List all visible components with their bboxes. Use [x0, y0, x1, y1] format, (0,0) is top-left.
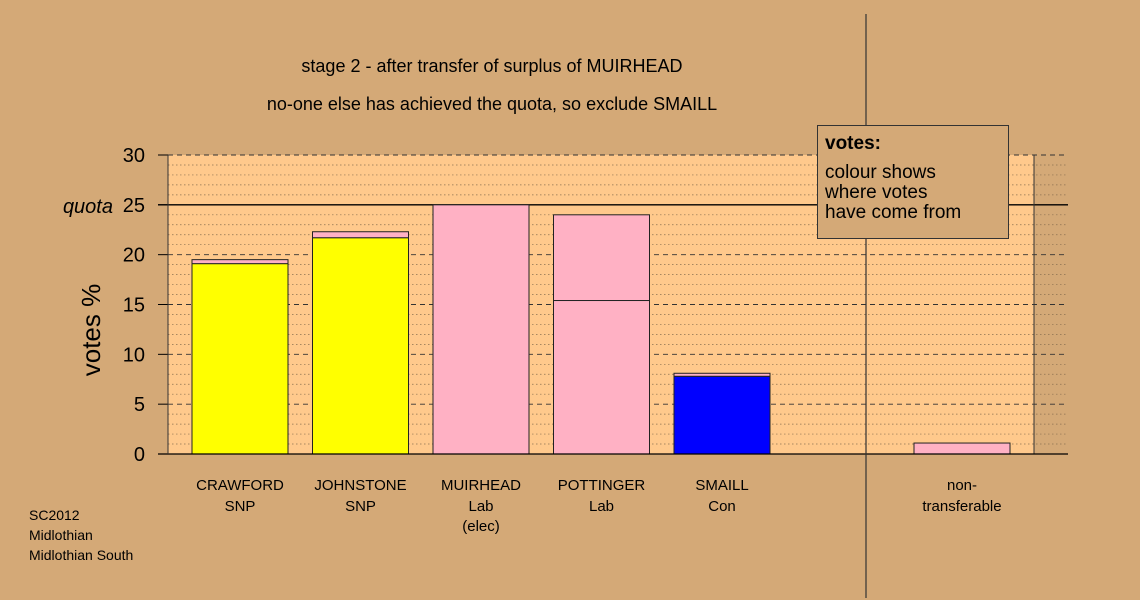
footer-line: Midlothian	[29, 527, 93, 543]
bar-segment	[673, 375, 771, 455]
candidate-party-label: Lab	[589, 498, 614, 515]
y-tick-label: 25	[123, 195, 145, 217]
quota-label: quota	[63, 196, 113, 218]
y-tick-label: 0	[134, 444, 145, 466]
chart-subtitle: no-one else has achieved the quota, so e…	[267, 94, 717, 114]
bar-segment	[191, 263, 289, 455]
bar-segment	[312, 231, 409, 239]
legend-title: votes:	[825, 133, 881, 154]
y-axis-label: votes %	[76, 284, 106, 377]
candidate-name-label: SMAILL	[695, 477, 748, 494]
candidate-name-label: CRAWFORD	[196, 477, 284, 494]
candidate-party-label: Lab	[468, 498, 493, 515]
bars	[191, 204, 1011, 455]
bar-segment	[553, 300, 650, 455]
bar-segment	[673, 372, 771, 377]
legend-line: have come from	[825, 202, 962, 223]
candidate-party-label: SNP	[345, 498, 376, 515]
y-tick-label: 5	[134, 394, 145, 416]
footer-line: Midlothian South	[29, 547, 134, 563]
y-axis: 0 5 10 15 20 25 30	[123, 145, 168, 466]
candidate-party-label: SNP	[225, 498, 256, 515]
bar-segment	[432, 204, 530, 455]
candidate-name-label: MUIRHEAD	[441, 477, 521, 494]
nontransferable-label: transferable	[922, 498, 1001, 515]
candidate-name-label: POTTINGER	[558, 477, 646, 494]
nontransferable-label: non-	[947, 477, 977, 494]
legend-line: colour shows	[825, 162, 936, 183]
x-axis-labels: CRAWFORD SNP JOHNSTONE SNP MUIRHEAD Lab (elec)…	[196, 477, 1002, 535]
legend: votes: colour shows where votes have com…	[817, 125, 1009, 239]
y-tick-label: 15	[123, 295, 145, 317]
footer-info: SC2012 Midlothian Midlothian South	[29, 505, 133, 565]
candidate-name-label: JOHNSTONE	[314, 477, 406, 494]
footer-line: SC2012	[29, 507, 80, 523]
candidate-status-label: (elec)	[462, 518, 500, 535]
legend-line: where votes	[825, 182, 928, 203]
nontransferable-bar	[913, 442, 1011, 455]
bar-segment	[312, 237, 409, 455]
candidate-party-label: Con	[708, 498, 736, 515]
bar-segment	[191, 259, 289, 265]
chart-title: stage 2 - after transfer of surplus of M…	[301, 56, 682, 76]
y-tick-label: 30	[123, 145, 145, 167]
y-tick-label: 10	[123, 344, 145, 366]
bar-segment	[553, 214, 650, 302]
y-tick-label: 20	[123, 245, 145, 267]
